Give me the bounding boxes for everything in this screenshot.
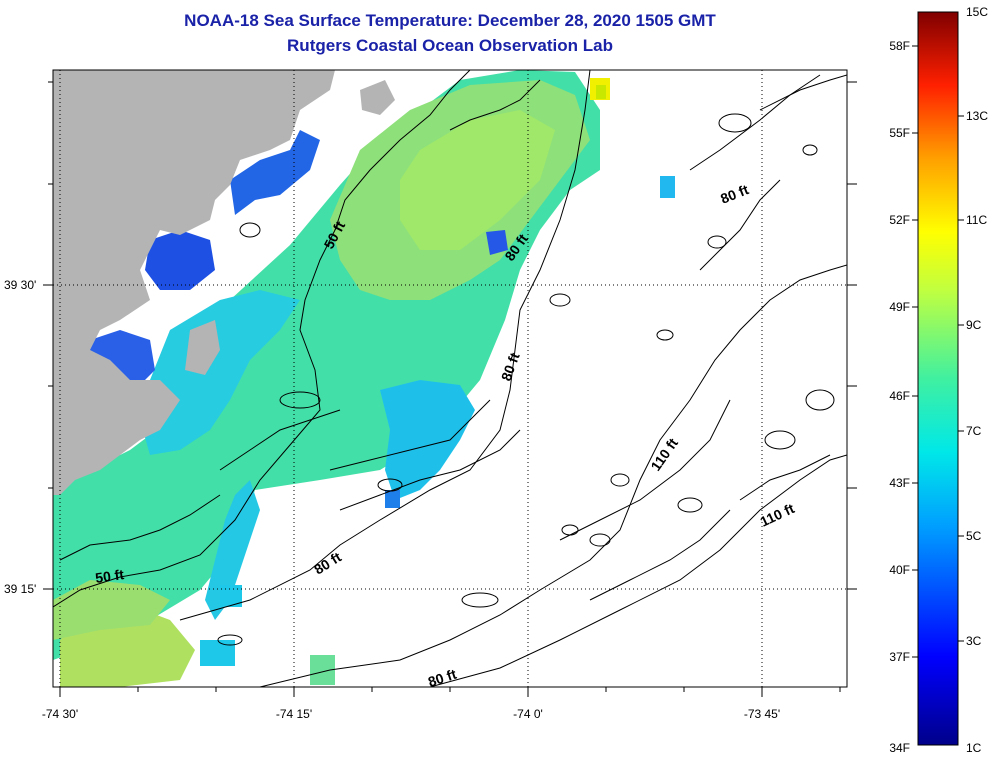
colorbar-f-label: 52F [889,213,910,227]
graticule [53,70,847,687]
colorbar-c-label: 13C [966,109,988,123]
colorbar-c-label: 15C [966,5,988,19]
colorbar-f-label: 40F [889,563,910,577]
sst-data-field [53,70,675,687]
colorbar-c-label: 11C [966,213,987,227]
colorbar: 58F 55F 52F 49F 46F 43F 40F 37F 34F 15C … [889,5,988,755]
colorbar-c-label: 7C [966,424,982,438]
axis-tick-labels: -74 30' -74 15' -74 0' -73 45' 39 30' 39… [4,278,780,721]
map-subtitle: Rutgers Coastal Ocean Observation Lab [287,36,613,55]
colorbar-f-label: 49F [889,300,910,314]
y-tick-label: 39 30' [4,278,36,292]
colorbar-f-label: 34F [889,741,910,755]
x-tick-label: -74 15' [276,707,312,721]
colorbar-c-label: 3C [966,634,982,648]
colorbar-f-label: 46F [889,389,910,403]
colorbar-f-label: 43F [889,476,910,490]
colorbar-c-label: 9C [966,318,982,332]
colorbar-ramp [917,11,959,746]
x-tick-label: -74 30' [42,707,78,721]
colorbar-f-label: 37F [889,650,910,664]
contour-label: 50 ft [94,566,125,586]
y-tick-label: 39 15' [4,582,36,596]
colorbar-f-label: 58F [889,39,910,53]
colorbar-c-label: 1C [966,741,982,755]
map-title: NOAA-18 Sea Surface Temperature: Decembe… [184,11,716,30]
tick-marks [43,81,857,697]
x-tick-label: -74 0' [513,707,543,721]
x-tick-label: -73 45' [744,707,780,721]
land-mass [53,70,335,495]
colorbar-c-label: 5C [966,529,982,543]
bathymetry-contours [53,70,847,687]
colorbar-f-label: 55F [889,126,910,140]
